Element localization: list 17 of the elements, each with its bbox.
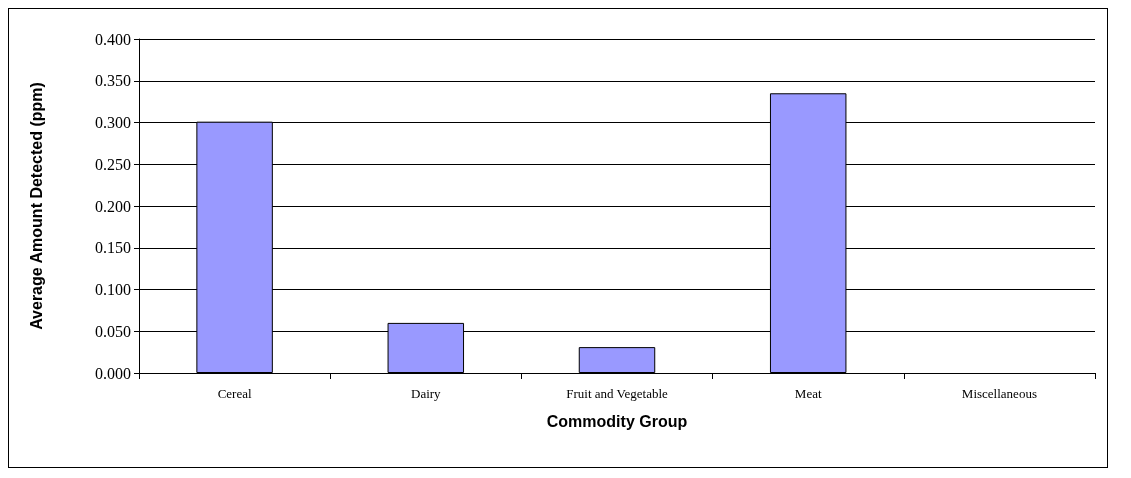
y-tick-label: 0.400 <box>95 30 131 48</box>
y-tick-label: 0.100 <box>95 281 131 298</box>
y-tick-label: 0.250 <box>95 155 131 173</box>
x-tick-label: Miscellaneous <box>961 386 1037 401</box>
x-tick-label: Cereal <box>217 386 252 401</box>
x-axis-title: Commodity Group <box>546 412 688 430</box>
y-tick-label: 0.150 <box>95 239 131 257</box>
y-tick-label: 0.350 <box>95 72 131 90</box>
bar <box>578 347 656 373</box>
y-tick-label: 0.300 <box>95 114 131 131</box>
x-tick-label: Fruit and Vegetable <box>566 386 669 401</box>
y-tick-label: 0.050 <box>95 322 131 340</box>
y-tick-label: 0.000 <box>95 364 131 382</box>
y-tick-label: 0.200 <box>95 197 131 215</box>
y-axis-title: Average Amount Detected (ppm) <box>27 82 45 330</box>
x-tick-label: Meat <box>794 386 822 401</box>
x-tick-label: Dairy <box>411 386 442 401</box>
